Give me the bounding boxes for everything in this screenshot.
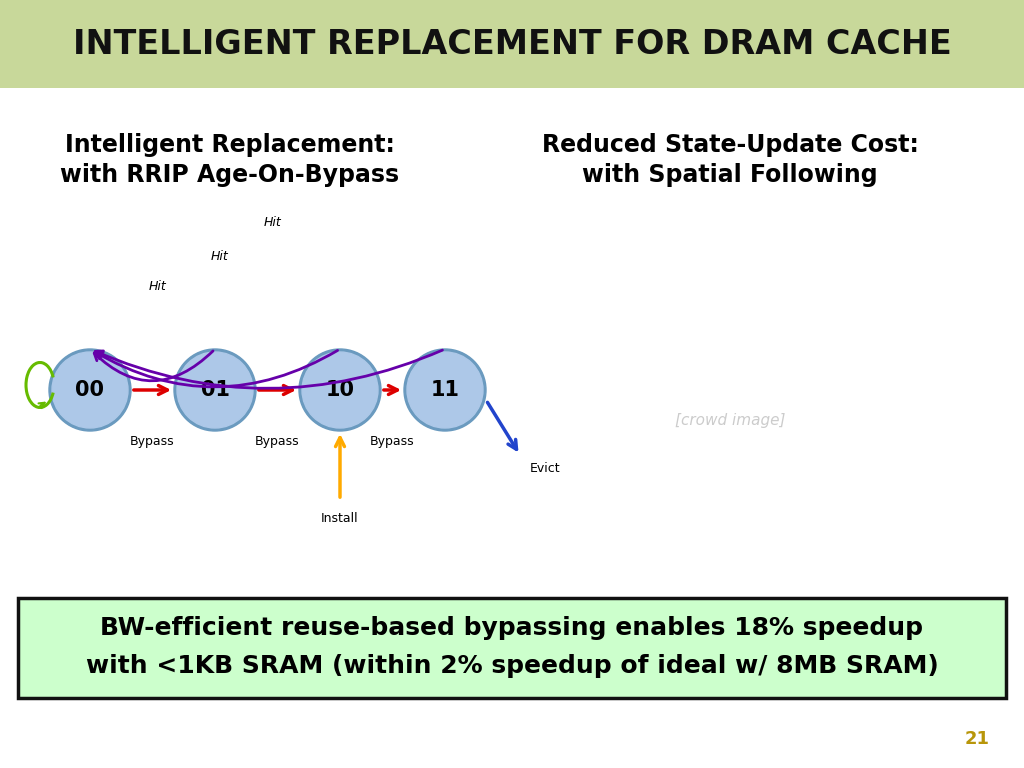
Circle shape [404, 349, 486, 431]
Text: Hit: Hit [263, 216, 282, 229]
Text: 00: 00 [76, 380, 104, 400]
Text: 10: 10 [326, 380, 354, 400]
Circle shape [302, 352, 378, 428]
Text: Reduced State-Update Cost:: Reduced State-Update Cost: [542, 133, 919, 157]
Circle shape [407, 352, 483, 428]
Text: with RRIP Age-On-Bypass: with RRIP Age-On-Bypass [60, 163, 399, 187]
Text: Hit: Hit [148, 280, 166, 293]
Bar [0, 0, 1024, 88]
Text: [crowd image]: [crowd image] [675, 412, 785, 428]
Text: Bypass: Bypass [255, 435, 300, 449]
FancyArrowPatch shape [94, 351, 213, 381]
FancyArrowPatch shape [95, 350, 442, 389]
Text: Intelligent Replacement:: Intelligent Replacement: [66, 133, 395, 157]
Bar [18, 598, 1006, 698]
Circle shape [299, 349, 381, 431]
FancyArrowPatch shape [95, 350, 338, 387]
Text: 21: 21 [965, 730, 990, 748]
Circle shape [174, 349, 256, 431]
Circle shape [52, 352, 128, 428]
Text: Evict: Evict [530, 462, 560, 475]
Text: Bypass: Bypass [371, 435, 415, 449]
Circle shape [177, 352, 253, 428]
Text: Hit: Hit [211, 250, 229, 263]
Text: 01: 01 [201, 380, 229, 400]
Text: INTELLIGENT REPLACEMENT FOR DRAM CACHE: INTELLIGENT REPLACEMENT FOR DRAM CACHE [73, 28, 951, 61]
Text: with <1KB SRAM (within 2% speedup of ideal w/ 8MB SRAM): with <1KB SRAM (within 2% speedup of ide… [86, 654, 938, 678]
Text: Install: Install [322, 511, 358, 525]
Circle shape [49, 349, 131, 431]
Text: with Spatial Following: with Spatial Following [583, 163, 878, 187]
Text: Bypass: Bypass [130, 435, 175, 449]
Text: BW-efficient reuse-based bypassing enables 18% speedup: BW-efficient reuse-based bypassing enabl… [100, 616, 924, 640]
Text: 11: 11 [430, 380, 460, 400]
